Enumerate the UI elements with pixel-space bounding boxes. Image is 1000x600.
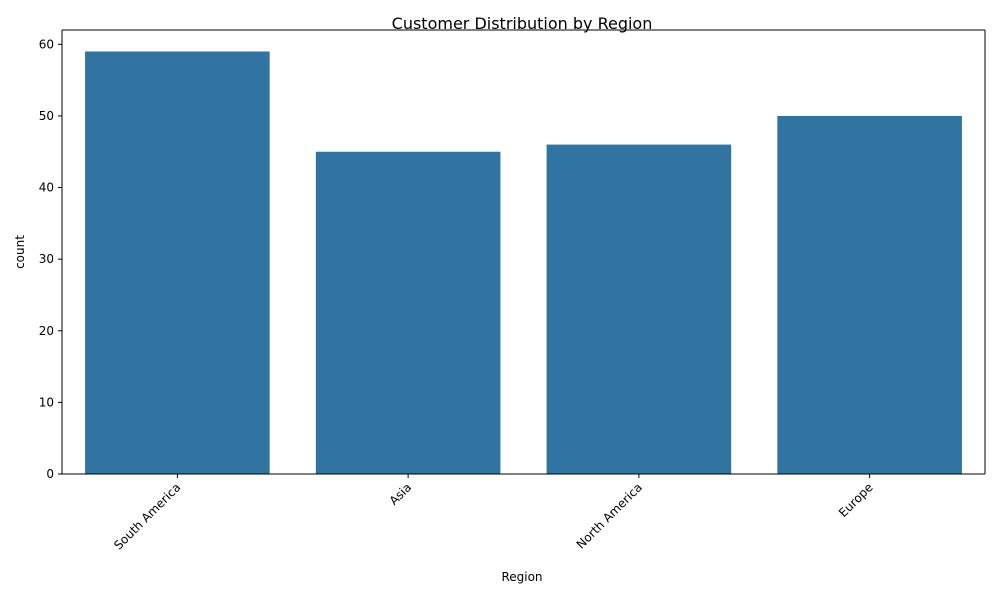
- x-tick-label: Europe: [836, 480, 876, 520]
- y-axis-ticks: 0 10 20 30 40 50 60: [39, 37, 62, 481]
- y-axis-label: count: [13, 235, 27, 269]
- y-tick-label: 60: [39, 37, 54, 51]
- y-tick-label: 50: [39, 109, 54, 123]
- x-tick-label: South America: [111, 480, 183, 552]
- y-tick-label: 30: [39, 252, 54, 266]
- x-tick-label: Asia: [387, 480, 415, 508]
- chart-title: Customer Distribution by Region: [392, 14, 653, 33]
- y-tick-label: 20: [39, 324, 54, 338]
- bar-north-america: [546, 144, 732, 474]
- y-tick-label: 40: [39, 181, 54, 195]
- y-tick-label: 0: [46, 467, 54, 481]
- y-tick-label: 10: [39, 395, 54, 409]
- x-tick-label: North America: [574, 480, 645, 551]
- bar-asia: [315, 151, 501, 475]
- bar-europe: [777, 115, 962, 474]
- bar-south-america: [85, 51, 270, 474]
- bars-group: [85, 51, 962, 475]
- x-axis-ticks: South America Asia North America Europe: [111, 474, 876, 552]
- x-axis-label: Region: [501, 570, 542, 584]
